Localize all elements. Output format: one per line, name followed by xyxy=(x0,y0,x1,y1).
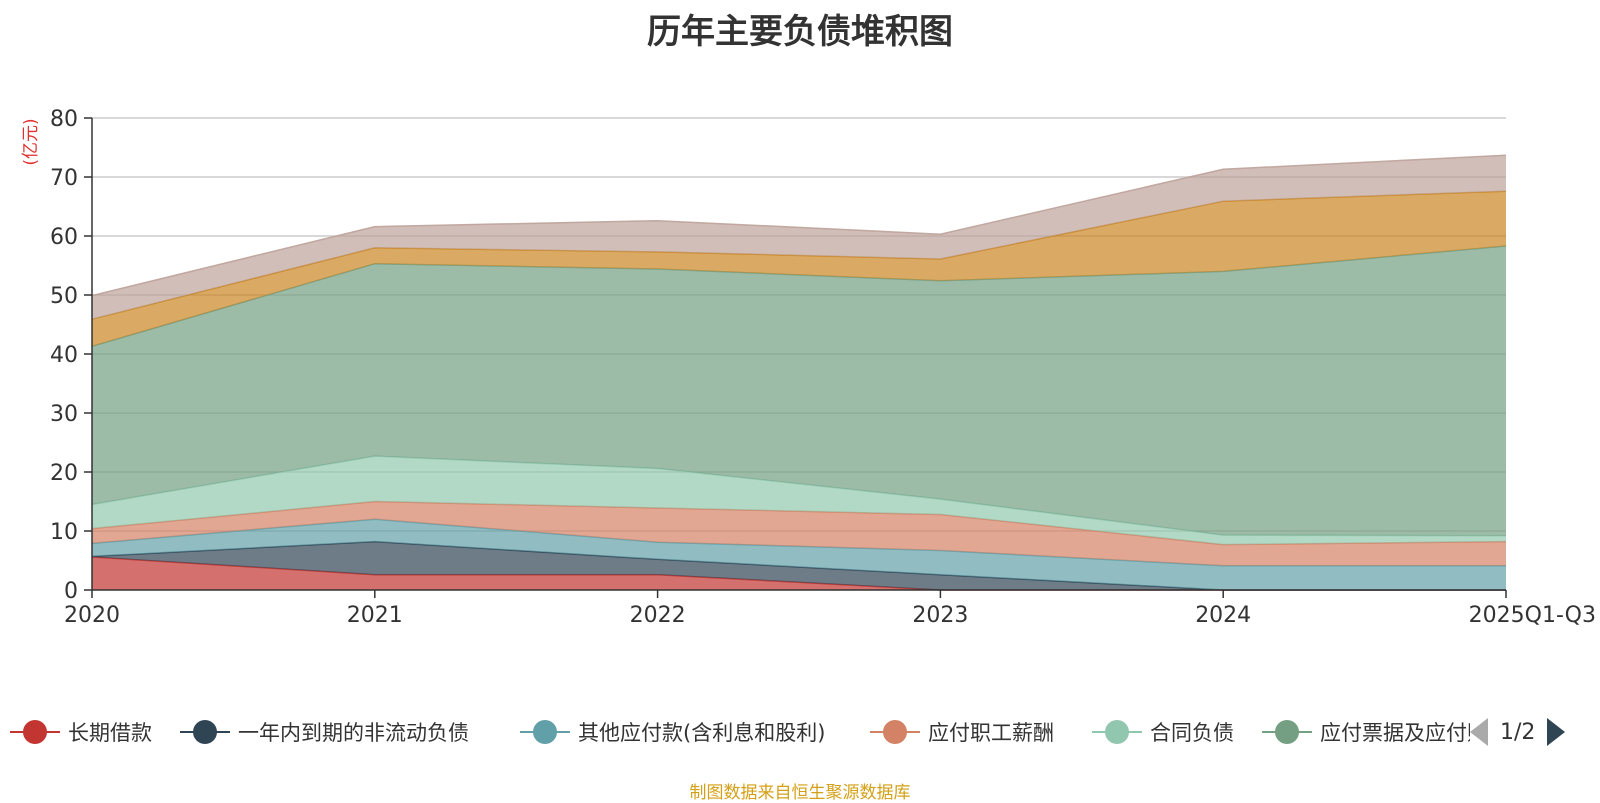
legend-label: 其他应付款(含利息和股利) xyxy=(578,721,826,745)
area-series-1 xyxy=(92,557,1506,590)
axes: 0 10 20 30 40 50 60 70 80 2020 2021 2022 2023 2024 202… xyxy=(50,107,1596,628)
area-series-2 xyxy=(92,541,1506,590)
legend-label: 应付票据及应付账款 xyxy=(1320,721,1470,745)
x-tick-label: 2024 xyxy=(1195,603,1251,628)
legend-swatch-icon xyxy=(520,716,570,748)
area-series-8 xyxy=(92,155,1506,320)
legend-page-indicator: 1/2 xyxy=(1500,719,1536,745)
legend-prev-page-icon[interactable] xyxy=(1470,718,1488,746)
legend-item[interactable]: 应付票据及应付账款 xyxy=(1262,716,1470,748)
legend-swatch-icon xyxy=(870,716,920,748)
series-line-8 xyxy=(91,154,1507,297)
legend-next-page-icon[interactable] xyxy=(1547,718,1566,746)
y-tick-label: 30 xyxy=(50,402,78,427)
area-series-7 xyxy=(92,191,1506,347)
y-tick-label: 40 xyxy=(50,343,78,368)
area-series-5 xyxy=(92,456,1506,545)
chart-title: 历年主要负债堆积图 xyxy=(647,12,953,52)
legend-item[interactable]: 长期借款 xyxy=(10,716,152,748)
legend-swatch-icon xyxy=(180,716,230,748)
area-series xyxy=(91,154,1507,591)
y-tick-label: 60 xyxy=(50,225,78,250)
y-tick-label: 20 xyxy=(50,461,78,486)
y-axis-unit-label: (亿元) xyxy=(21,118,41,165)
x-tick-label: 2023 xyxy=(912,603,968,628)
legend-swatch-icon xyxy=(1262,716,1312,748)
area-series-6 xyxy=(92,246,1506,536)
y-tick-label: 70 xyxy=(50,166,78,191)
y-tick-label: 0 xyxy=(64,579,78,604)
x-tick-label: 2025Q1-Q3 xyxy=(1469,603,1596,628)
area-series-4 xyxy=(92,501,1506,566)
legend-item[interactable]: 合同负债 xyxy=(1092,716,1234,748)
legend-pager: 1/2 xyxy=(1470,716,1566,748)
source-note: 制图数据来自恒生聚源数据库 xyxy=(689,783,911,803)
legend-swatch-icon xyxy=(1092,716,1142,748)
legend: 长期借款 一年内到期的非流动负债 其他应付款(含利息和股利) 应付职工薪酬 合同负债 应付… xyxy=(0,712,1600,752)
legend-item[interactable]: 其他应付款(含利息和股利) xyxy=(520,716,825,748)
legend-label: 合同负债 xyxy=(1150,721,1234,745)
y-tick-label: 80 xyxy=(50,107,78,132)
y-tick-label: 50 xyxy=(50,284,78,309)
y-tick-label: 10 xyxy=(50,520,78,545)
legend-item[interactable]: 应付职工薪酬 xyxy=(870,716,1054,748)
legend-items: 长期借款 一年内到期的非流动负债 其他应付款(含利息和股利) 应付职工薪酬 合同负债 应付… xyxy=(0,712,1470,752)
legend-swatch-icon xyxy=(10,716,60,748)
legend-item[interactable]: 一年内到期的非流动负债 xyxy=(180,716,469,748)
x-tick-label: 2021 xyxy=(347,603,403,628)
stacked-area-chart: 0 10 20 30 40 50 60 70 80 2020 2021 2022 2023 2024 202… xyxy=(21,107,1596,628)
legend-label: 长期借款 xyxy=(68,721,152,745)
legend-label: 一年内到期的非流动负债 xyxy=(238,721,469,745)
area-series-3 xyxy=(92,519,1506,590)
x-tick-label: 2020 xyxy=(64,603,120,628)
legend-label: 应付职工薪酬 xyxy=(928,721,1054,745)
x-tick-label: 2022 xyxy=(630,603,686,628)
